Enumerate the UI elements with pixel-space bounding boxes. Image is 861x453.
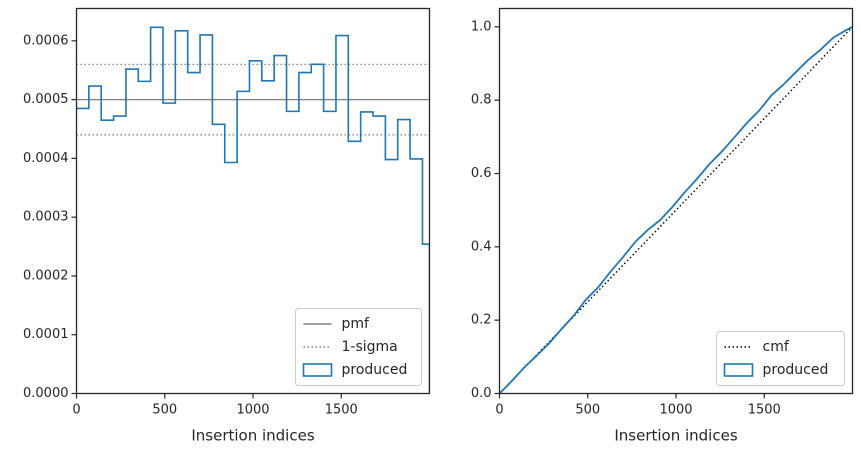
legend-label-produced: produced xyxy=(342,362,408,378)
y-tick-label: 0.0004 xyxy=(23,151,69,166)
y-tick-label: 0.0001 xyxy=(23,327,69,342)
cmf-panel: 0 500 1000 1500 0.0 0.2 0.4 0.6 0.8 1.0 Insertion … xyxy=(471,7,854,445)
legend-produced-patch xyxy=(723,363,754,377)
legend-box xyxy=(295,308,422,386)
x-tick-label: 0 xyxy=(495,403,503,418)
x-axis-label: Insertion indices xyxy=(614,427,737,445)
x-tick-label: 0 xyxy=(72,403,80,418)
legend-label-pmf: pmf xyxy=(342,316,371,332)
x-tick-label: 1000 xyxy=(236,403,269,418)
x-tick-label: 1500 xyxy=(325,403,358,418)
y-tick-label: 0.0003 xyxy=(23,210,69,225)
x-tick-label: 1500 xyxy=(748,403,781,418)
legend-box xyxy=(716,331,845,386)
legend-label-cmf: cmf xyxy=(763,339,790,355)
x-tick-label: 1000 xyxy=(659,403,692,418)
produced-histogram-step xyxy=(76,26,430,394)
legend-label-produced: produced xyxy=(763,362,829,378)
y-tick-label: 0.0000 xyxy=(23,386,69,401)
x-axis-label: Insertion indices xyxy=(191,427,314,445)
pmf-histogram-panel: 0 500 1000 1500 0.0000 0.0001 0.0002 0.0003 0.00… xyxy=(23,7,431,445)
y-tick-label: 0.2 xyxy=(471,313,492,328)
x-tick-label: 500 xyxy=(575,403,600,418)
y-tick-label: 0.0 xyxy=(471,386,492,401)
y-tick-label: 0.0005 xyxy=(23,92,69,107)
y-tick-label: 0.6 xyxy=(471,166,492,181)
y-tick-label: 0.8 xyxy=(471,93,492,108)
produced-line xyxy=(499,26,853,394)
legend: pmf 1-sigma produced xyxy=(295,308,422,386)
legend-label-1-sigma: 1-sigma xyxy=(342,339,398,355)
plot-area xyxy=(76,26,430,394)
x-tick-label: 500 xyxy=(152,403,177,418)
y-tick-label: 0.0006 xyxy=(23,33,69,48)
y-tick-label: 0.0002 xyxy=(23,268,69,283)
legend-produced-patch xyxy=(302,363,333,377)
y-tick-label: 0.4 xyxy=(471,239,492,254)
plot-area xyxy=(499,26,853,394)
y-tick-label: 1.0 xyxy=(471,19,492,34)
legend: cmf produced xyxy=(716,331,845,386)
